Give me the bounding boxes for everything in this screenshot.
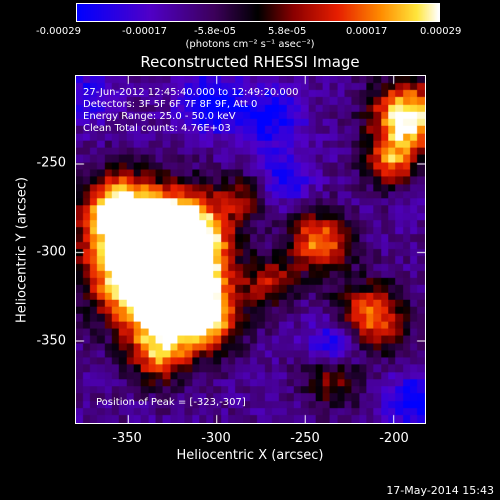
colorbar-tick: -0.00017 [122,26,167,37]
y-axis-label: Heliocentric Y (arcsec) [14,177,30,323]
colorbar-gradient [77,4,439,21]
info-total-counts: Clean Total counts: 4.76E+03 [83,123,231,134]
y-tick-label: -350 [36,333,66,349]
plot-title: Reconstructed RHESSI Image [140,53,360,71]
colorbar-tick: 0.00029 [420,26,462,37]
info-time-range: 27-Jun-2012 12:45:40.000 to 12:49:20.000 [83,87,299,98]
heatmap-image [76,76,425,423]
colorbar [76,3,440,22]
y-tick-label: -250 [36,155,66,171]
footer-date: 17-May-2014 15:43 [386,484,494,497]
colorbar-tick: -0.00029 [36,26,81,37]
plot-area: 27-Jun-2012 12:45:40.000 to 12:49:20.000… [75,75,426,424]
info-detectors: Detectors: 3F 5F 6F 7F 8F 9F, Att 0 [83,99,258,110]
x-tick-label: -300 [201,431,231,446]
y-tick-label: -300 [36,244,66,260]
colorbar-tick: 0.00017 [346,26,388,37]
colorbar-units: (photons cm⁻² s⁻¹ asec⁻²) [185,39,315,50]
x-tick-label: -250 [290,431,320,446]
colorbar-tick: 5.8e-05 [268,26,307,37]
x-tick-label: -350 [112,431,142,446]
x-axis-label: Heliocentric X (arcsec) [176,448,324,463]
colorbar-tick: -5.8e-05 [194,26,236,37]
x-tick-label: -200 [379,431,409,446]
info-energy-range: Energy Range: 25.0 - 50.0 keV [83,111,236,122]
peak-position-label: Position of Peak = [-323,-307] [96,397,246,408]
